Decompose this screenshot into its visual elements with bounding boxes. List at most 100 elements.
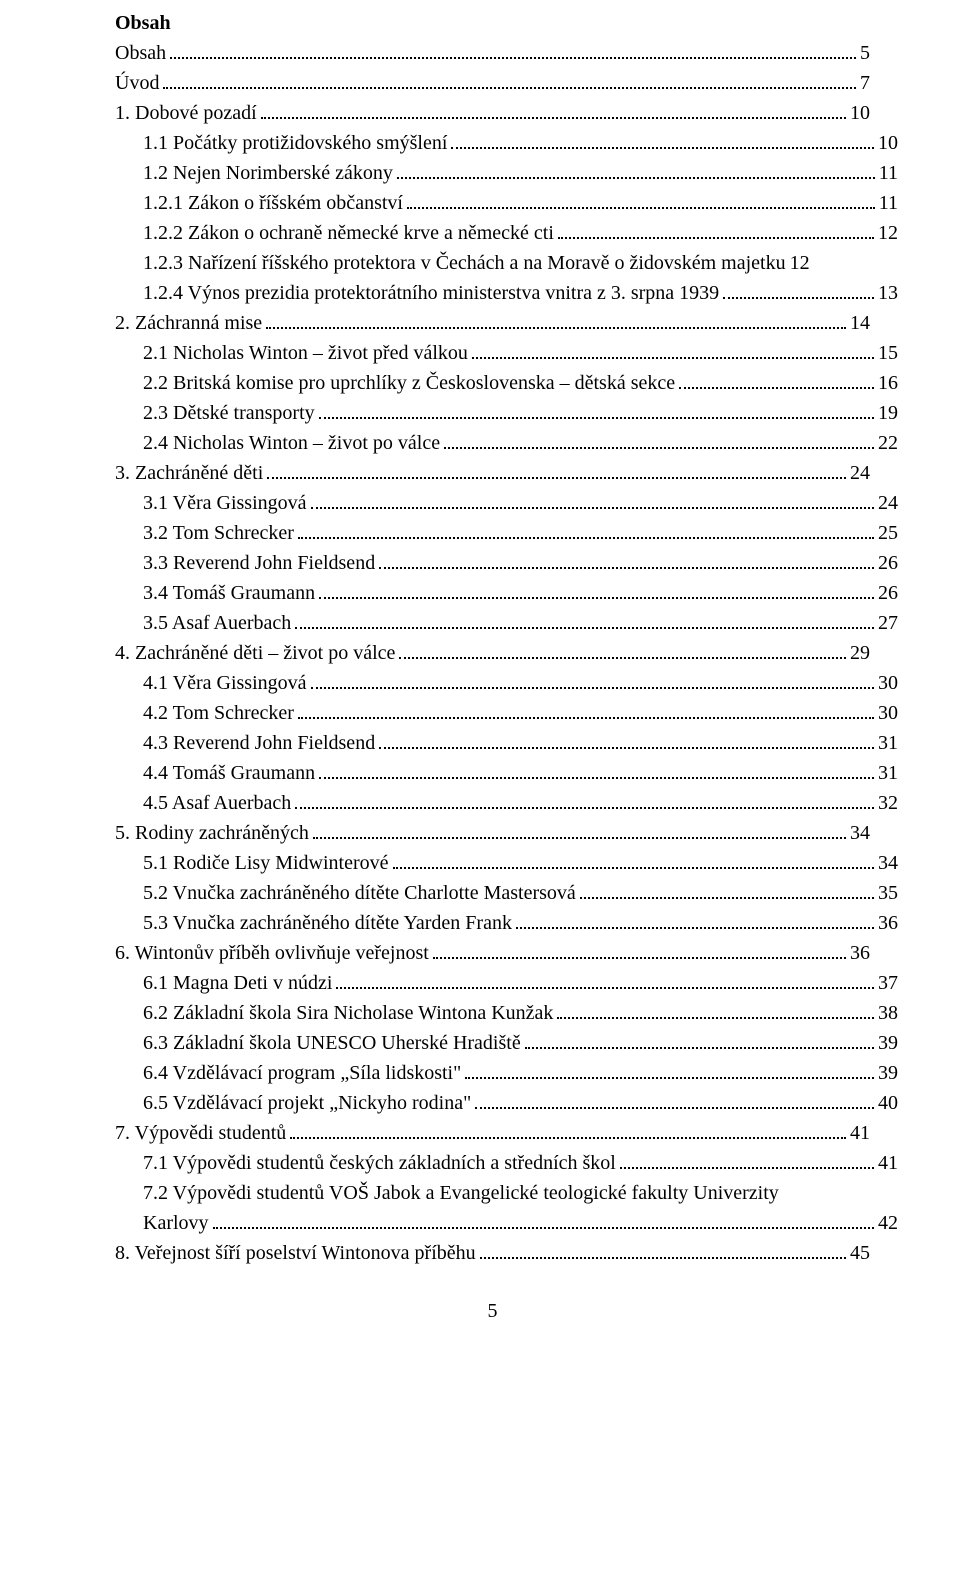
toc-entry-label: 6.5 Vzdělávací projekt „Nickyho rodina": [143, 1088, 471, 1118]
toc-leader: [723, 280, 874, 299]
toc-entry: 4.2 Tom Schrecker 30: [115, 698, 898, 728]
toc-leader: [451, 130, 874, 149]
toc-entry-label: 3. Zachráněné děti: [115, 458, 263, 488]
toc-entry-page: 7: [860, 68, 870, 98]
toc-entry: 6.2 Základní škola Sira Nicholase Winton…: [115, 998, 898, 1028]
toc-entry-page: 14: [850, 308, 870, 338]
toc-leader: [379, 730, 874, 749]
toc-leader: [516, 910, 874, 929]
toc-entry-page: 24: [850, 458, 870, 488]
toc-entry-label: 6.1 Magna Deti v núdzi: [143, 968, 332, 998]
toc-leader: [525, 1030, 874, 1049]
toc-entry-label: 5. Rodiny zachráněných: [115, 818, 309, 848]
toc-entry-label: 7.2 Výpovědi studentů VOŠ Jabok a Evange…: [143, 1178, 779, 1208]
toc-entry-label: 4.2 Tom Schrecker: [143, 698, 294, 728]
toc-leader: [298, 520, 874, 539]
toc-entry-page: 10: [878, 128, 898, 158]
toc-entry: 7.2 Výpovědi studentů VOŠ Jabok a Evange…: [115, 1178, 898, 1208]
toc-leader: [213, 1210, 874, 1229]
toc-entry-page: 15: [878, 338, 898, 368]
toc-leader: [163, 70, 856, 89]
toc-entry: 4.1 Věra Gissingová30: [115, 668, 898, 698]
toc-entry-page: 13: [878, 278, 898, 308]
toc-leader: [393, 850, 874, 869]
toc-entry-label: 1.2 Nejen Norimberské zákony: [143, 158, 393, 188]
toc-leader: [295, 790, 874, 809]
toc-entry-label: 1.2.2 Zákon o ochraně německé krve a něm…: [143, 218, 554, 248]
toc-entry: 4.4 Tomáš Graumann31: [115, 758, 898, 788]
toc-entry: Karlovy42: [115, 1208, 898, 1238]
toc-entry-page: 41: [850, 1118, 870, 1148]
toc-entry-page: 31: [878, 728, 898, 758]
toc-entry: Obsah 5: [115, 38, 870, 68]
toc-leader: [679, 370, 874, 389]
toc-leader: [397, 160, 875, 179]
toc-entry-page: 30: [878, 668, 898, 698]
toc-entry-page: 37: [878, 968, 898, 998]
toc-list: Obsah 5Úvod71. Dobové pozadí101.1 Počátky…: [115, 38, 870, 1268]
toc-entry: 6.1 Magna Deti v núdzi 37: [115, 968, 898, 998]
toc-entry-label: 2. Záchranná mise: [115, 308, 262, 338]
toc-entry-page: 19: [878, 398, 898, 428]
toc-entry: Úvod7: [115, 68, 870, 98]
toc-leader: [444, 430, 874, 449]
toc-entry-page: 42: [878, 1208, 898, 1238]
toc-entry: 1. Dobové pozadí10: [115, 98, 870, 128]
toc-entry-page: 30: [878, 698, 898, 728]
toc-entry-page: 32: [878, 788, 898, 818]
toc-entry-label: 7.1 Výpovědi studentů českých základních…: [143, 1148, 616, 1178]
toc-entry-label: 8. Veřejnost šíří poselství Wintonova př…: [115, 1238, 476, 1268]
toc-entry-page: 29: [850, 638, 870, 668]
toc-entry-label: 3.4 Tomáš Graumann: [143, 578, 315, 608]
toc-leader: [319, 580, 874, 599]
toc-entry: 7. Výpovědi studentů41: [115, 1118, 870, 1148]
toc-leader: [313, 820, 846, 839]
toc-entry-label: 1.2.4 Výnos prezidia protektorátního min…: [143, 278, 719, 308]
toc-entry-page: 36: [878, 908, 898, 938]
toc-entry: 7.1 Výpovědi studentů českých základních…: [115, 1148, 898, 1178]
toc-entry-page: 35: [878, 878, 898, 908]
toc-entry: 4.3 Reverend John Fieldsend31: [115, 728, 898, 758]
toc-entry-label: 4.5 Asaf Auerbach: [143, 788, 291, 818]
toc-leader: [261, 100, 846, 119]
toc-entry-label: 2.4 Nicholas Winton – život po válce: [143, 428, 440, 458]
toc-leader: [433, 940, 846, 959]
toc-leader: [399, 640, 846, 659]
toc-entry-page: 25: [878, 518, 898, 548]
toc-leader: [465, 1060, 874, 1079]
toc-entry-page: 11: [879, 158, 898, 188]
toc-leader: [580, 880, 874, 899]
toc-entry: 1.2.3 Nařízení říšského protektora v Čec…: [115, 248, 898, 278]
toc-entry: 2.1 Nicholas Winton – život před válkou 1…: [115, 338, 898, 368]
toc-leader: [480, 1240, 846, 1259]
toc-entry-label: 1.1 Počátky protižidovského smýšlení: [143, 128, 447, 158]
toc-entry-label: 3.2 Tom Schrecker: [143, 518, 294, 548]
toc-entry: 1.2.4 Výnos prezidia protektorátního min…: [115, 278, 898, 308]
toc-entry-label: 3.3 Reverend John Fieldsend: [143, 548, 375, 578]
toc-entry: 2.2 Britská komise pro uprchlíky z Česko…: [115, 368, 898, 398]
toc-entry: 6.4 Vzdělávací program „Síla lidskosti"3…: [115, 1058, 898, 1088]
toc-leader: [295, 610, 874, 629]
toc-entry: 1.2.1 Zákon o říšském občanství11: [115, 188, 898, 218]
toc-entry-label: 2.1 Nicholas Winton – život před válkou: [143, 338, 468, 368]
toc-entry-label: 3.5 Asaf Auerbach: [143, 608, 291, 638]
toc-entry: 3.3 Reverend John Fieldsend26: [115, 548, 898, 578]
toc-entry-page: 39: [878, 1028, 898, 1058]
toc-entry-label: 1.2.1 Zákon o říšském občanství: [143, 188, 403, 218]
toc-entry-label: Obsah: [115, 38, 166, 68]
toc-entry: 3.5 Asaf Auerbach27: [115, 608, 898, 638]
toc-entry-label: 2.2 Britská komise pro uprchlíky z Česko…: [143, 368, 675, 398]
toc-entry-label: 5.1 Rodiče Lisy Midwinterové: [143, 848, 389, 878]
toc-entry-label: 2.3 Dětské transporty: [143, 398, 315, 428]
toc-leader: [311, 490, 875, 509]
toc-entry: 3. Zachráněné děti 24: [115, 458, 870, 488]
toc-entry: 1.2.2 Zákon o ochraně německé krve a něm…: [115, 218, 898, 248]
page-number: 5: [115, 1296, 870, 1326]
toc-entry: 5.3 Vnučka zachráněného dítěte Yarden Fr…: [115, 908, 898, 938]
toc-entry-page: 34: [878, 848, 898, 878]
toc-leader: [336, 970, 874, 989]
toc-entry-page: 34: [850, 818, 870, 848]
toc-entry-page: 5: [860, 38, 870, 68]
toc-leader: [290, 1120, 846, 1139]
toc-leader: [298, 700, 874, 719]
